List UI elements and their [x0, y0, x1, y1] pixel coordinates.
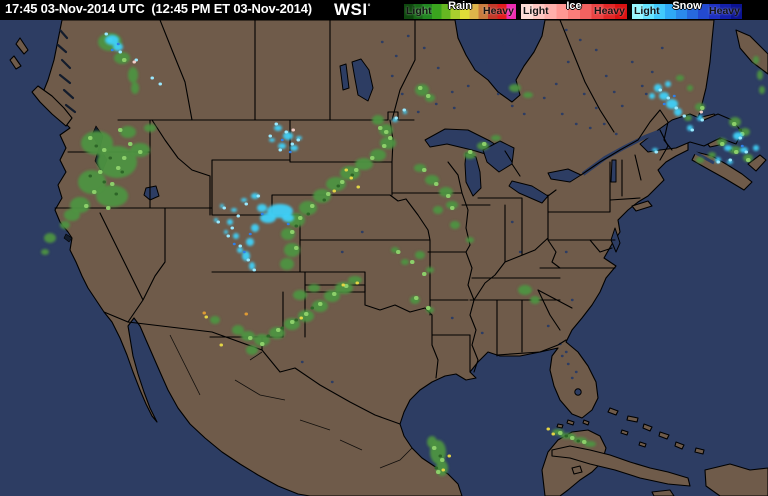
legend-rain: Rain Light Heavy: [403, 0, 517, 20]
bay-of-fundy: [693, 150, 715, 165]
header-bar: 17:45 03-Nov-2014 UTC (12:45 PM ET 03-No…: [0, 0, 768, 20]
lake-winnipeg: [351, 58, 374, 102]
legend-snow-title: Snow: [672, 0, 702, 12]
timestamp-text: 17:45 03-Nov-2014 UTC (12:45 PM ET 03-No…: [5, 1, 312, 16]
radar-map: [0, 20, 768, 496]
lake-ontario: [547, 168, 582, 183]
legend-ice-light-label: Light: [523, 5, 549, 17]
lake-michigan: [464, 152, 482, 197]
lake-okeechobee: [574, 388, 582, 396]
lake-erie: [508, 180, 549, 204]
legend-ice-heavy-label: Heavy: [594, 5, 625, 17]
wsi-logo: WSI°: [334, 0, 371, 19]
state-borders: [54, 20, 673, 469]
radar-map-canvas: [0, 20, 768, 496]
legend-ice-title: Ice: [566, 0, 582, 12]
lake-champlain: [610, 159, 617, 183]
legend-snow-heavy-label: Heavy: [709, 5, 740, 17]
landmass: [9, 20, 768, 496]
legend-snow: Snow Light Heavy: [631, 0, 743, 20]
legend-rain-title: Rain: [448, 0, 472, 12]
radar-snow-layer: [104, 32, 759, 272]
san-francisco-bay: [63, 233, 73, 243]
legend-snow-light-label: Light: [634, 5, 660, 17]
precip-legend: Rain Light Heavy Ice Light Heavy Snow Li…: [403, 0, 743, 20]
great-salt-lake: [143, 185, 160, 201]
wsi-logo-mark: °: [367, 4, 371, 11]
legend-ice: Ice Light Heavy: [520, 0, 628, 20]
legend-rain-light-label: Light: [406, 5, 432, 17]
legend-rain-heavy-label: Heavy: [483, 5, 514, 17]
